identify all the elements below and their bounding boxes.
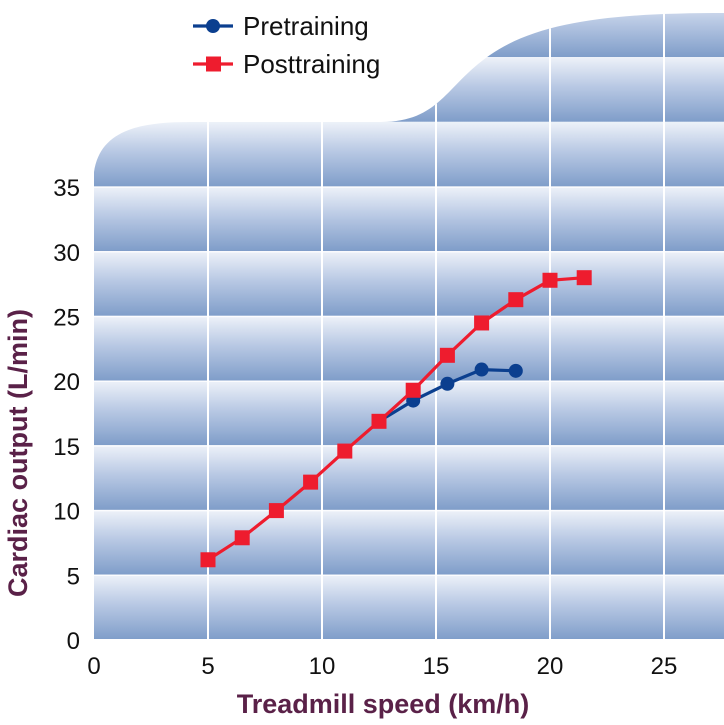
data-point	[303, 474, 319, 490]
data-point	[508, 292, 524, 308]
x-tick-label: 15	[423, 653, 450, 680]
legend-label: Pretraining	[243, 11, 369, 41]
y-tick-label: 0	[67, 628, 80, 655]
y-tick-label: 30	[53, 240, 80, 267]
x-tick-label: 25	[651, 653, 678, 680]
legend: Pretraining Posttraining	[193, 11, 380, 79]
data-point	[337, 443, 353, 459]
data-point	[542, 272, 558, 288]
legend-item: Posttraining	[193, 49, 380, 79]
y-tick-label: 20	[53, 369, 80, 396]
data-point	[439, 347, 455, 363]
y-tick-label: 5	[67, 563, 80, 590]
series-layer	[200, 270, 592, 568]
legend-label: Posttraining	[243, 49, 380, 79]
data-point	[576, 270, 592, 286]
data-point	[234, 530, 250, 546]
x-tick-label: 10	[309, 653, 336, 680]
legend-item: Pretraining	[193, 11, 369, 41]
x-tick-label: 0	[87, 653, 100, 680]
data-point	[508, 363, 523, 378]
x-tick-label: 20	[537, 653, 564, 680]
data-point	[268, 503, 284, 519]
data-point	[474, 362, 489, 377]
legend-marker	[206, 56, 221, 72]
x-tick-label: 5	[201, 653, 214, 680]
y-tick-label: 35	[53, 175, 80, 202]
y-tick-label: 10	[53, 499, 80, 526]
y-tick-label: 15	[53, 434, 80, 461]
y-axis-title: Cardiac output (L/min)	[3, 309, 33, 597]
tick-labels: 0 5 10 15 20 25 0 5 10 15 20 25 30 35	[53, 175, 677, 680]
data-point	[200, 552, 216, 568]
data-point	[474, 315, 490, 331]
data-point	[440, 376, 455, 391]
y-tick-label: 25	[53, 305, 80, 332]
x-axis-title: Treadmill speed (km/h)	[237, 689, 530, 719]
data-point	[405, 382, 421, 398]
plot-background	[94, 13, 724, 640]
legend-marker	[206, 19, 220, 33]
series-posttraining	[200, 270, 592, 568]
data-point	[371, 413, 387, 429]
